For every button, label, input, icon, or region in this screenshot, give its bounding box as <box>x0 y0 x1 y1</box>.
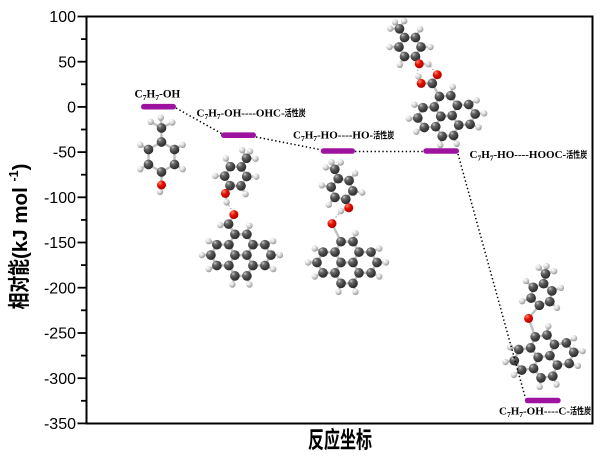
svg-text:-1: -1 <box>7 170 21 181</box>
svg-text:C: C <box>499 405 507 417</box>
svg-text:C: C <box>135 88 143 100</box>
svg-text:-350: -350 <box>44 416 76 433</box>
svg-text:-50: -50 <box>53 145 76 162</box>
svg-text:-OH----C-: -OH----C- <box>523 405 570 417</box>
svg-text:-250: -250 <box>44 326 76 343</box>
svg-text:100: 100 <box>49 9 76 26</box>
svg-text:-150: -150 <box>44 235 76 252</box>
svg-text:-200: -200 <box>44 280 76 297</box>
svg-text:): ) <box>9 164 32 171</box>
svg-text:-HO----HOOC-: -HO----HOOC- <box>494 149 567 161</box>
svg-text:50: 50 <box>58 54 76 71</box>
svg-text:C: C <box>293 130 301 142</box>
svg-text:-OH: -OH <box>159 88 180 100</box>
svg-text:-OH----OHC-: -OH----OHC- <box>221 107 285 119</box>
svg-text:0: 0 <box>67 100 76 117</box>
svg-text:-100: -100 <box>44 190 76 207</box>
svg-text:-HO----HO-: -HO----HO- <box>317 130 374 142</box>
svg-text:-300: -300 <box>44 371 76 388</box>
svg-text:C: C <box>197 107 205 119</box>
svg-text:H: H <box>146 88 155 100</box>
svg-text:C: C <box>470 149 478 161</box>
svg-text:(kJ mol: (kJ mol <box>9 187 32 259</box>
